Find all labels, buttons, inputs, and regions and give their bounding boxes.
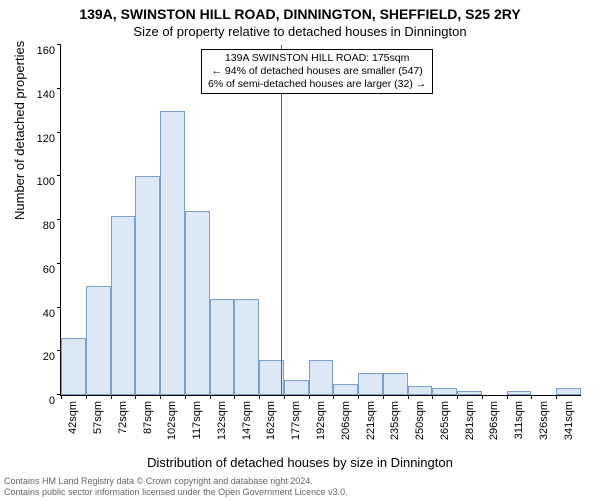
x-tick-mark bbox=[185, 395, 186, 399]
annotation-line3: 6% of semi-detached houses are larger (3… bbox=[208, 78, 426, 91]
x-tick-label: 42sqm bbox=[67, 401, 79, 451]
x-tick-label: 265sqm bbox=[439, 401, 451, 451]
histogram-bar bbox=[432, 388, 457, 395]
footer-line1: Contains HM Land Registry data © Crown c… bbox=[4, 476, 348, 487]
y-tick-mark bbox=[57, 175, 61, 176]
x-tick-label: 296sqm bbox=[488, 401, 500, 451]
y-tick-mark bbox=[57, 307, 61, 308]
x-tick-label: 162sqm bbox=[265, 401, 277, 451]
y-tick-label: 80 bbox=[25, 220, 55, 232]
x-tick-mark bbox=[383, 395, 384, 399]
footer-attribution: Contains HM Land Registry data © Crown c… bbox=[4, 476, 348, 498]
histogram-bar bbox=[111, 216, 136, 395]
chart-title-line1: 139A, SWINSTON HILL ROAD, DINNINGTON, SH… bbox=[0, 6, 600, 22]
histogram-bar bbox=[234, 299, 259, 395]
histogram-bar bbox=[185, 211, 210, 395]
x-tick-mark bbox=[309, 395, 310, 399]
x-tick-mark bbox=[531, 395, 532, 399]
x-tick-mark bbox=[556, 395, 557, 399]
x-tick-label: 281sqm bbox=[464, 401, 476, 451]
histogram-bar bbox=[284, 380, 309, 395]
annotation-box: 139A SWINSTON HILL ROAD: 175sqm← 94% of … bbox=[201, 49, 433, 94]
x-axis-label: Distribution of detached houses by size … bbox=[0, 455, 600, 470]
x-tick-mark bbox=[333, 395, 334, 399]
histogram-bar bbox=[358, 373, 383, 395]
footer-line2: Contains public sector information licen… bbox=[4, 487, 348, 498]
histogram-bar bbox=[86, 286, 111, 395]
x-tick-mark bbox=[61, 395, 62, 399]
x-tick-mark bbox=[160, 395, 161, 399]
y-tick-mark bbox=[57, 263, 61, 264]
x-tick-label: 57sqm bbox=[92, 401, 104, 451]
x-tick-label: 147sqm bbox=[241, 401, 253, 451]
histogram-bar bbox=[556, 388, 581, 395]
x-tick-mark bbox=[234, 395, 235, 399]
x-tick-mark bbox=[86, 395, 87, 399]
x-tick-label: 206sqm bbox=[340, 401, 352, 451]
histogram-bar bbox=[457, 391, 482, 395]
y-tick-label: 40 bbox=[25, 308, 55, 320]
y-tick-label: 100 bbox=[25, 176, 55, 188]
x-tick-mark bbox=[482, 395, 483, 399]
annotation-line2: ← 94% of detached houses are smaller (54… bbox=[208, 65, 426, 78]
x-tick-mark bbox=[210, 395, 211, 399]
x-tick-label: 341sqm bbox=[563, 401, 575, 451]
x-tick-label: 250sqm bbox=[414, 401, 426, 451]
histogram-bar bbox=[61, 338, 86, 395]
x-tick-label: 326sqm bbox=[538, 401, 550, 451]
chart-title-line2: Size of property relative to detached ho… bbox=[0, 24, 600, 39]
x-tick-mark bbox=[408, 395, 409, 399]
histogram-bar bbox=[383, 373, 408, 395]
histogram-bar bbox=[507, 391, 532, 395]
x-tick-mark bbox=[135, 395, 136, 399]
histogram-bar bbox=[160, 111, 185, 395]
x-tick-mark bbox=[259, 395, 260, 399]
x-tick-label: 311sqm bbox=[513, 401, 525, 451]
y-tick-label: 20 bbox=[25, 351, 55, 363]
histogram-bar bbox=[210, 299, 235, 395]
histogram-bar bbox=[135, 176, 160, 395]
y-tick-label: 140 bbox=[25, 89, 55, 101]
y-tick-mark bbox=[57, 44, 61, 45]
x-tick-mark bbox=[457, 395, 458, 399]
x-tick-label: 177sqm bbox=[290, 401, 302, 451]
histogram-bar bbox=[408, 386, 433, 395]
y-tick-label: 0 bbox=[25, 395, 55, 407]
x-tick-label: 72sqm bbox=[117, 401, 129, 451]
x-tick-mark bbox=[358, 395, 359, 399]
x-tick-label: 117sqm bbox=[191, 401, 203, 451]
y-axis-label: Number of detached properties bbox=[12, 41, 27, 220]
x-tick-mark bbox=[507, 395, 508, 399]
y-tick-mark bbox=[57, 132, 61, 133]
x-tick-label: 87sqm bbox=[142, 401, 154, 451]
x-tick-mark bbox=[432, 395, 433, 399]
x-tick-label: 102sqm bbox=[166, 401, 178, 451]
annotation-line1: 139A SWINSTON HILL ROAD: 175sqm bbox=[208, 52, 426, 65]
y-tick-label: 120 bbox=[25, 133, 55, 145]
chart-container: 139A, SWINSTON HILL ROAD, DINNINGTON, SH… bbox=[0, 0, 600, 500]
y-tick-mark bbox=[57, 88, 61, 89]
x-tick-label: 192sqm bbox=[315, 401, 327, 451]
histogram-plot: 02040608010012014016042sqm57sqm72sqm87sq… bbox=[60, 45, 581, 396]
x-tick-label: 235sqm bbox=[389, 401, 401, 451]
histogram-bar bbox=[309, 360, 334, 395]
histogram-bar bbox=[333, 384, 358, 395]
y-tick-mark bbox=[57, 219, 61, 220]
x-tick-mark bbox=[111, 395, 112, 399]
x-tick-mark bbox=[284, 395, 285, 399]
y-tick-label: 160 bbox=[25, 45, 55, 57]
reference-line bbox=[281, 45, 282, 395]
x-tick-label: 132sqm bbox=[216, 401, 228, 451]
y-tick-label: 60 bbox=[25, 264, 55, 276]
x-tick-label: 221sqm bbox=[365, 401, 377, 451]
